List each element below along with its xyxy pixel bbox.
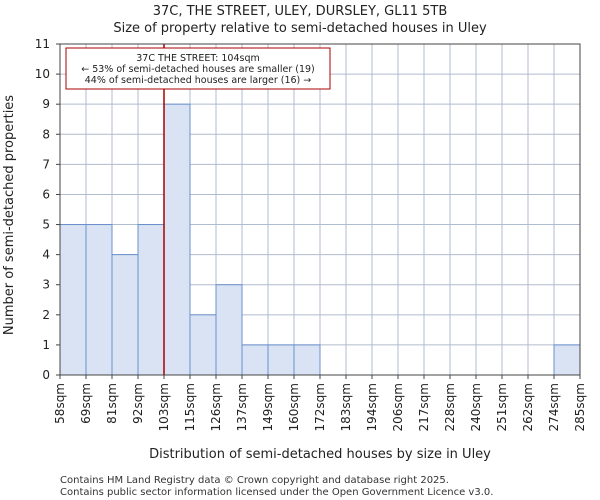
- x-tick-label: 126sqm: [209, 383, 223, 431]
- x-tick-label: 217sqm: [417, 383, 431, 431]
- y-tick-label: 2: [42, 308, 50, 322]
- y-tick-label: 0: [42, 368, 50, 382]
- x-tick-label: 115sqm: [183, 383, 197, 431]
- y-axis-label: Number of semi-detached properties: [2, 95, 17, 335]
- footer-line-2: Contains public sector information licen…: [60, 487, 493, 498]
- x-tick-label: 69sqm: [79, 383, 93, 424]
- annotation-line-3: 44% of semi-detached houses are larger (…: [85, 75, 312, 86]
- x-tick-label: 81sqm: [105, 383, 119, 424]
- histogram-bar: [59, 224, 87, 376]
- x-tick-label: 194sqm: [365, 383, 379, 431]
- plot-frame: [59, 43, 581, 376]
- histogram-bar: [267, 344, 295, 376]
- histogram-bar: [215, 284, 243, 376]
- histogram-bar: [111, 254, 139, 376]
- x-tick-label: 285sqm: [573, 383, 587, 431]
- bars-group: [59, 103, 581, 376]
- histogram-bar: [553, 344, 581, 376]
- y-tick-label: 6: [42, 187, 50, 201]
- footer-line-1: Contains HM Land Registry data © Crown c…: [60, 475, 449, 486]
- y-tick-label: 5: [42, 218, 50, 232]
- x-tick-label: 172sqm: [313, 383, 327, 431]
- annotation-line-2: ← 53% of semi-detached houses are smalle…: [81, 64, 315, 75]
- chart-title: 37C, THE STREET, ULEY, DURSLEY, GL11 5TB: [153, 4, 448, 19]
- annotation-frame: [65, 47, 331, 90]
- x-tick-label: 228sqm: [443, 383, 457, 431]
- x-tick-label: 137sqm: [235, 383, 249, 431]
- histogram-bar: [163, 103, 191, 376]
- annotation-line-1: 37C THE STREET: 104sqm: [136, 53, 260, 64]
- x-axis-label: Distribution of semi-detached houses by …: [149, 447, 491, 462]
- annotation-box: 37C THE STREET: 104sqm ← 53% of semi-det…: [65, 47, 331, 90]
- x-tick-label: 183sqm: [339, 383, 353, 431]
- x-tick-label: 58sqm: [53, 383, 67, 424]
- histogram-bar: [137, 224, 165, 376]
- x-tick-label: 206sqm: [391, 383, 405, 431]
- x-tick-label: 251sqm: [495, 383, 509, 431]
- y-tick-label: 1: [42, 338, 50, 352]
- chart-subtitle: Size of property relative to semi-detach…: [113, 21, 487, 36]
- y-tick-label: 11: [35, 37, 50, 51]
- histogram-bar: [293, 344, 321, 376]
- histogram-bar: [85, 224, 113, 376]
- x-tick-label: 262sqm: [521, 383, 535, 431]
- x-tick-label: 92sqm: [131, 383, 145, 424]
- x-tick-label: 240sqm: [469, 383, 483, 431]
- y-tick-label: 8: [42, 127, 50, 141]
- histogram-bar: [241, 344, 269, 376]
- y-tick-label: 4: [42, 248, 50, 262]
- histogram-bar: [189, 314, 217, 376]
- x-axis-ticks: 58sqm 69sqm 81sqm 92sqm 103sqm 115sqm 126sqm 13…: [53, 375, 587, 431]
- y-axis-ticks: 0 1 2 3 4 5 6 7 8 9 10 11: [35, 37, 60, 382]
- y-tick-label: 9: [42, 97, 50, 111]
- y-tick-label: 10: [35, 67, 50, 81]
- x-tick-label: 160sqm: [287, 383, 301, 431]
- y-tick-label: 3: [42, 278, 50, 292]
- x-tick-label: 149sqm: [261, 383, 275, 431]
- x-tick-label: 103sqm: [157, 383, 171, 431]
- x-tick-label: 274sqm: [547, 383, 561, 431]
- y-tick-label: 7: [42, 157, 50, 171]
